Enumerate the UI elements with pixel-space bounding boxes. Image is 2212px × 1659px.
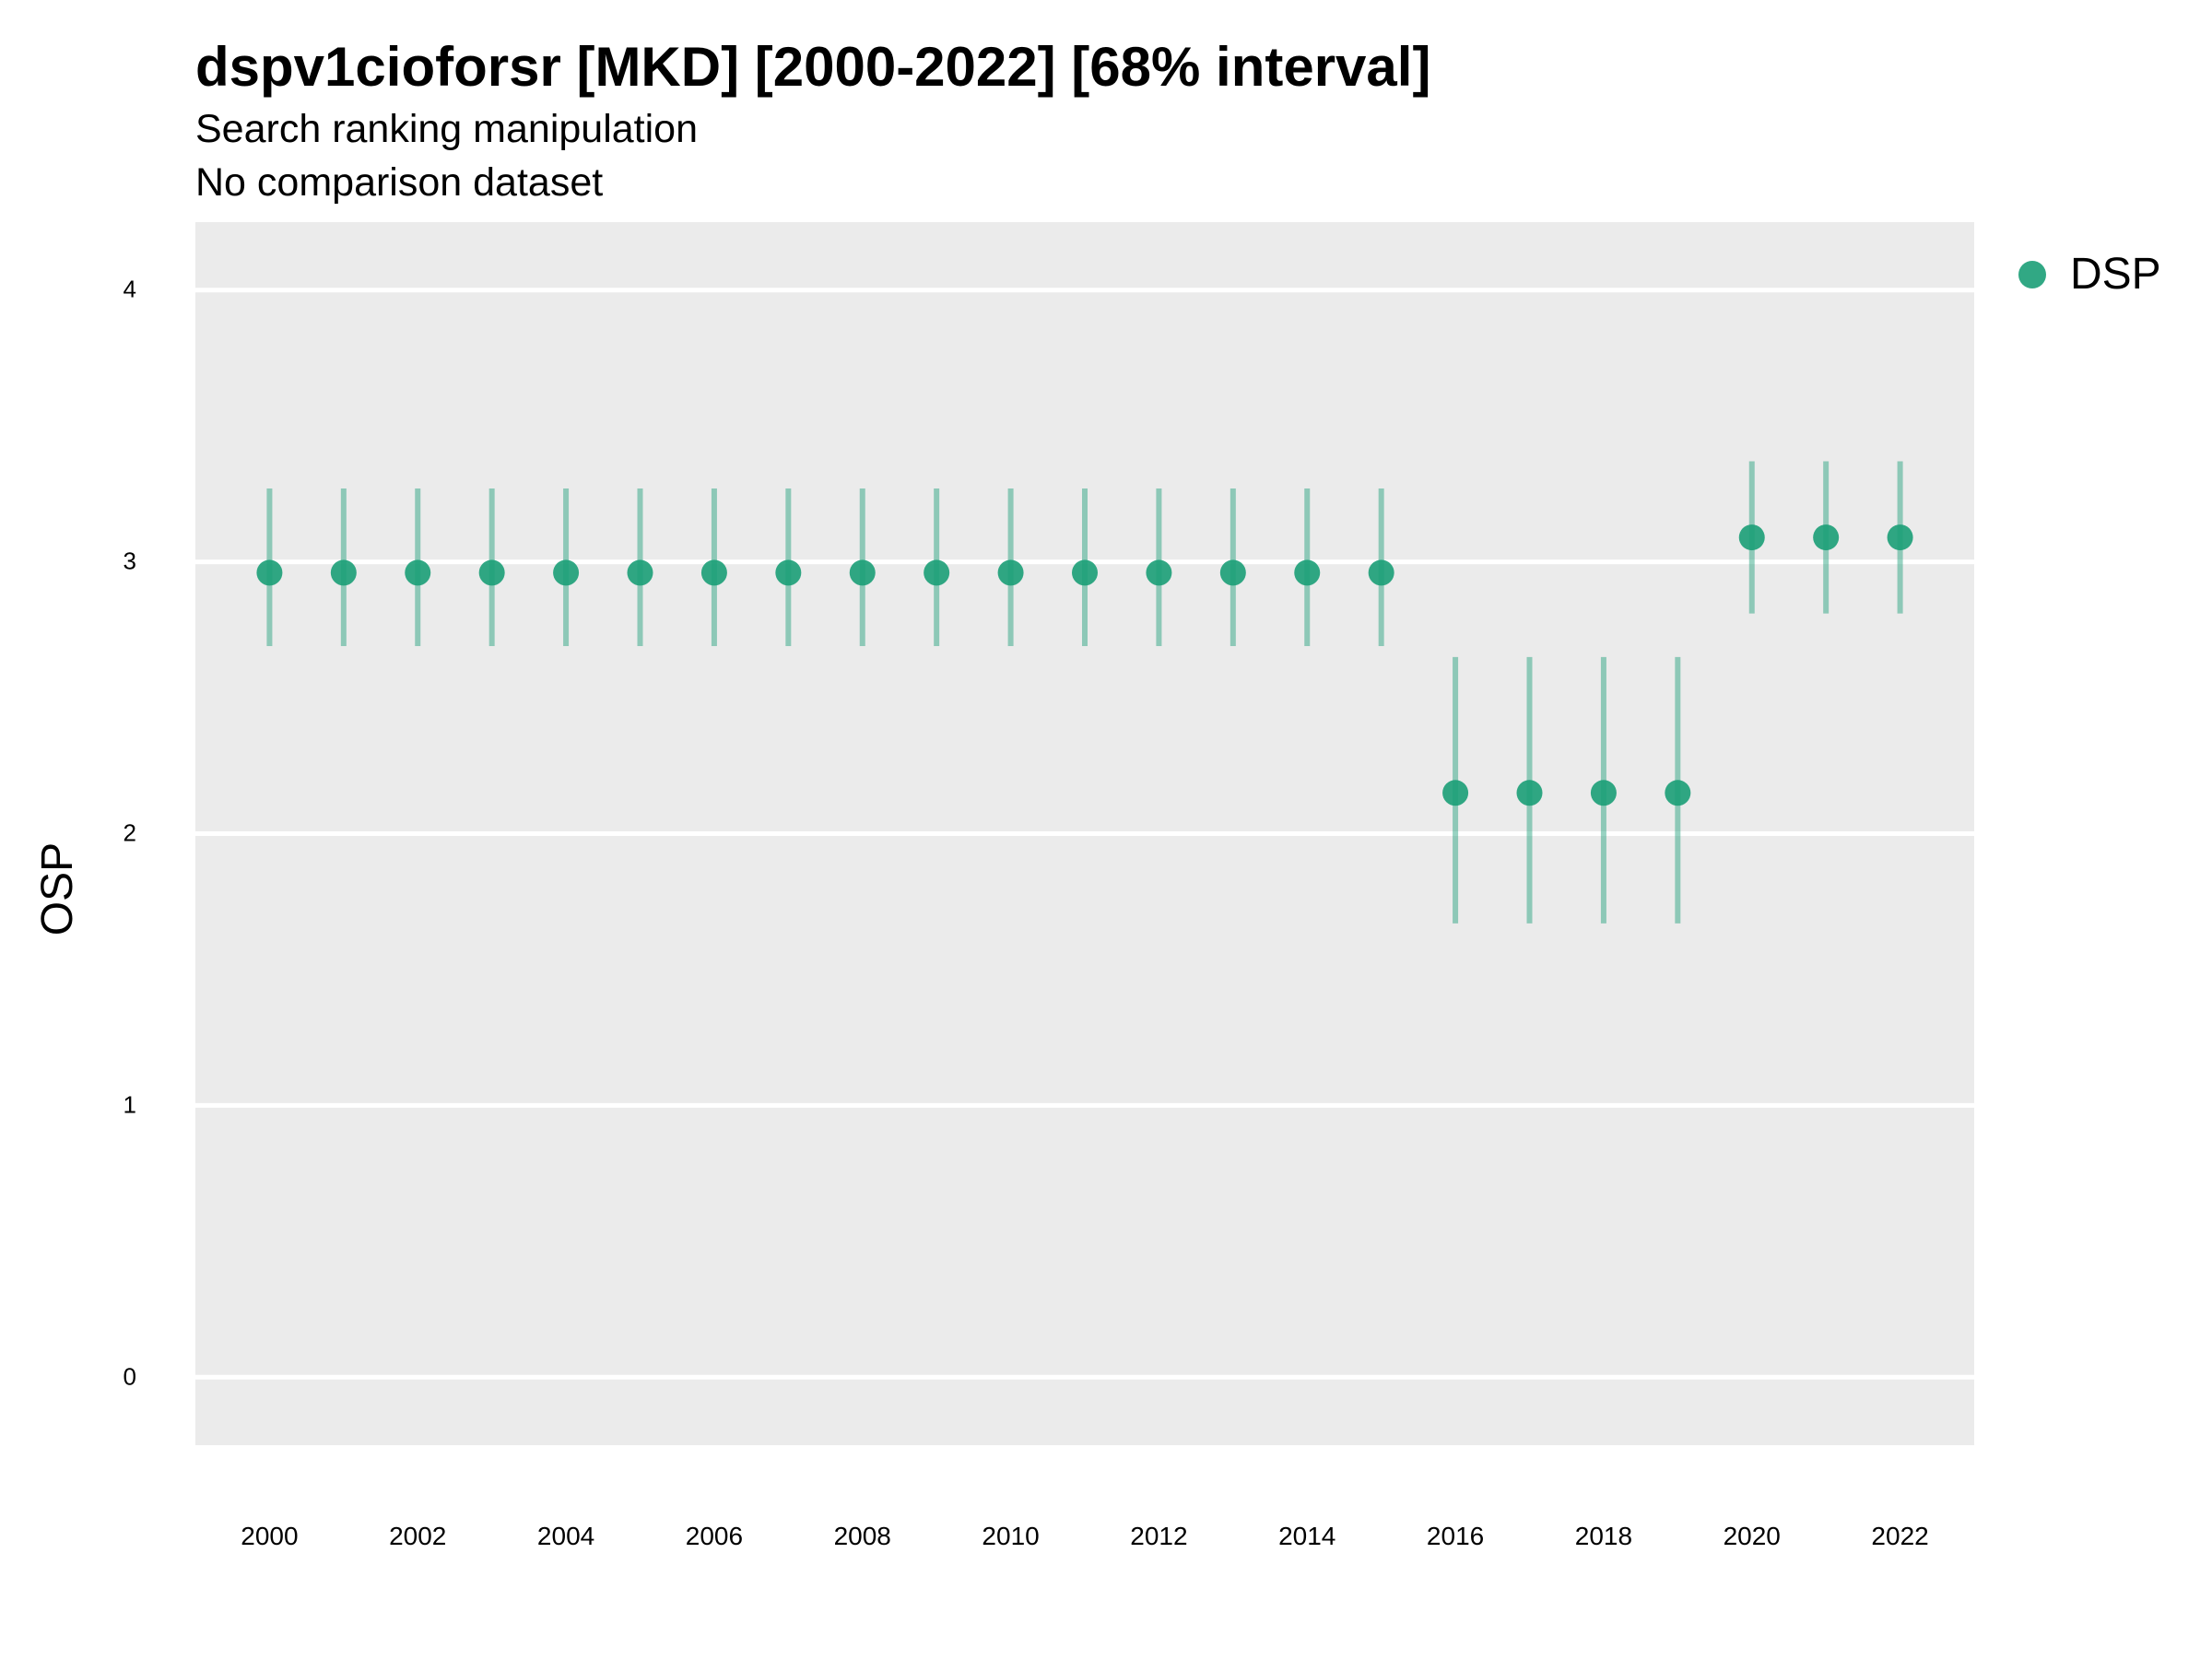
data-point xyxy=(775,559,802,586)
y-tick-label: 0 xyxy=(124,1362,136,1390)
chart-subtitle-line-2: No comparison dataset xyxy=(195,160,604,205)
x-tick-label: 2012 xyxy=(1130,1522,1187,1550)
data-point xyxy=(924,559,950,586)
data-point xyxy=(478,559,505,586)
x-tick-label: 2018 xyxy=(1575,1522,1632,1550)
data-point xyxy=(553,559,580,586)
data-point xyxy=(997,559,1024,586)
data-point xyxy=(256,559,283,586)
data-point xyxy=(1813,524,1840,551)
data-point xyxy=(700,559,727,586)
y-tick-label: 4 xyxy=(124,276,136,303)
y-tick-label: 1 xyxy=(124,1090,136,1118)
data-point xyxy=(1590,780,1617,806)
data-point xyxy=(1887,524,1913,551)
legend: DSP xyxy=(2018,249,2161,300)
data-point xyxy=(849,559,876,586)
x-tick-label: 2010 xyxy=(982,1522,1039,1550)
x-tick-label: 2016 xyxy=(1427,1522,1484,1550)
data-point xyxy=(330,559,357,586)
chart-subtitle-line-1: Search ranking manipulation xyxy=(195,107,698,151)
x-tick-label: 2008 xyxy=(834,1522,891,1550)
data-points xyxy=(256,524,1913,806)
x-tick-label: 2020 xyxy=(1724,1522,1781,1550)
y-axis-label: OSP xyxy=(33,842,82,935)
data-point xyxy=(1442,780,1469,806)
x-tick-label: 2004 xyxy=(537,1522,594,1550)
data-point xyxy=(627,559,653,586)
data-point xyxy=(1072,559,1098,586)
data-point xyxy=(405,559,431,586)
legend-key-dsp xyxy=(2018,260,2046,288)
x-tick-label: 2014 xyxy=(1278,1522,1335,1550)
data-point xyxy=(1294,559,1321,586)
x-tick-label: 2006 xyxy=(686,1522,743,1550)
data-point xyxy=(1219,559,1246,586)
data-point xyxy=(1368,559,1394,586)
data-point xyxy=(1516,780,1543,806)
chart-title: dspv1cioforsr [MKD] [2000-2022] [68% int… xyxy=(195,36,1431,98)
x-axis-ticks: 2000 2002 2004 2006 2008 2010 2012 2014 2016 2018… xyxy=(241,1522,1928,1550)
data-point xyxy=(1665,780,1691,806)
x-tick-label: 2002 xyxy=(389,1522,446,1550)
data-point xyxy=(1738,524,1765,551)
legend-label-dsp: DSP xyxy=(2070,250,2161,299)
x-tick-label: 2000 xyxy=(241,1522,298,1550)
y-tick-label: 3 xyxy=(124,547,136,575)
y-tick-label: 2 xyxy=(124,819,136,847)
x-tick-label: 2022 xyxy=(1871,1522,1928,1550)
data-point xyxy=(1146,559,1172,586)
y-axis-ticks: 0 1 2 3 4 xyxy=(124,276,136,1391)
